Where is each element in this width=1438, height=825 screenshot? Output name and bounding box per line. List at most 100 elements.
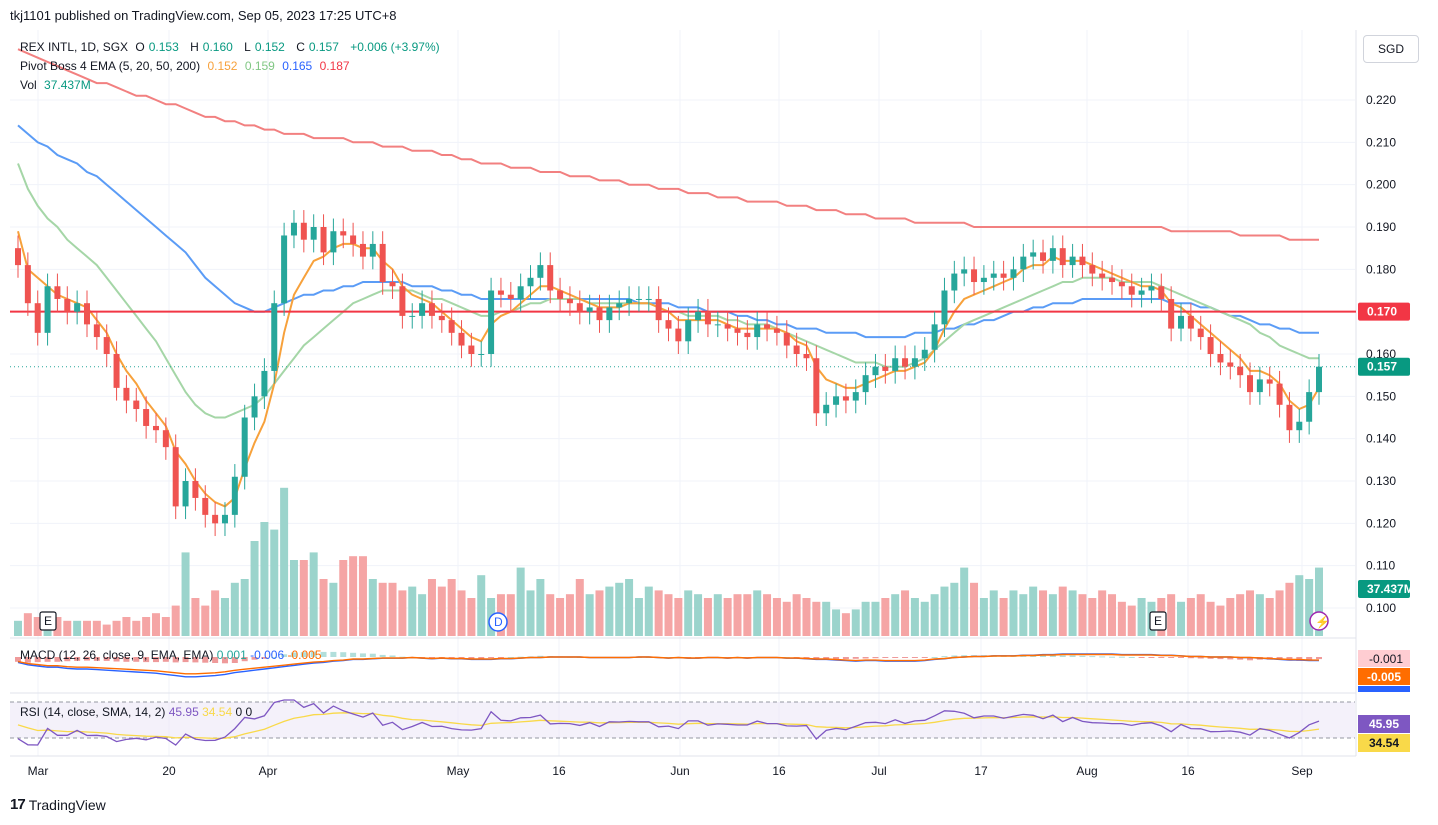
volume-bar: [526, 590, 535, 636]
volume-bar: [181, 552, 190, 636]
candle-body: [1079, 256, 1086, 266]
macd-histogram-bar: [468, 657, 475, 659]
volume-bar: [979, 598, 988, 636]
volume-bar: [1039, 590, 1048, 636]
volume-bar: [289, 560, 298, 636]
candle-body: [1040, 252, 1047, 261]
candle-body: [182, 481, 189, 507]
rsi-title[interactable]: RSI (14, close, SMA, 14, 2): [20, 705, 166, 719]
volume-bar: [901, 590, 910, 636]
volume-bar: [1315, 567, 1323, 636]
volume-bar: [368, 579, 377, 636]
time-axis-label: Jul: [871, 764, 886, 778]
macd-histogram-bar: [537, 655, 544, 657]
volume-bar: [14, 620, 22, 636]
price-tick-label: 0.140: [1366, 432, 1396, 446]
volume-bar: [1226, 598, 1235, 636]
candle-body: [379, 243, 386, 283]
last-price-tag-bg: [1358, 357, 1410, 376]
volume-bar: [861, 601, 870, 636]
volume-bar: [851, 609, 860, 636]
price-tick-label: 0.100: [1366, 601, 1396, 615]
volume-bar: [211, 590, 220, 636]
price-tick-label: 0.180: [1366, 262, 1396, 276]
candle-body: [1138, 290, 1145, 295]
volume-bar: [427, 579, 436, 636]
candle-body: [310, 227, 317, 240]
candle-body: [44, 286, 51, 333]
volume-bar: [378, 582, 387, 636]
candle-body: [852, 392, 859, 401]
volume-bar: [112, 620, 121, 636]
volume-bar: [694, 594, 703, 636]
volume-bar: [1305, 579, 1314, 636]
volume-bar: [999, 598, 1008, 636]
candle-body: [842, 396, 849, 401]
candle-body: [399, 286, 406, 316]
event-marker-label: E: [1154, 614, 1162, 628]
volume-bar: [171, 605, 180, 636]
rsi-sma-line: [17, 712, 1320, 740]
volume-bar: [891, 594, 900, 636]
candle-body: [1207, 337, 1214, 354]
macd-histogram-bar: [379, 654, 386, 657]
candle-body: [744, 332, 751, 338]
macd-histogram-bar: [872, 657, 879, 659]
volume-bar: [82, 620, 91, 636]
macd-histogram-bar: [911, 657, 918, 658]
candle-body: [971, 269, 978, 283]
symbol-legend: REX INTL, 1D, SGX O 0.153 H 0.160 L 0.152 C…: [20, 40, 444, 54]
macd-histogram-bar: [74, 657, 81, 661]
ema20-line: [17, 163, 1319, 419]
macd-histogram-bar: [507, 657, 514, 658]
time-axis-label: 20: [162, 764, 176, 778]
candle-body: [1099, 273, 1106, 278]
ema-title[interactable]: Pivot Boss 4 EMA (5, 20, 50, 200): [20, 59, 201, 73]
candle-body: [172, 447, 179, 507]
macd-histogram-bar: [64, 657, 71, 662]
candle-body: [557, 290, 564, 299]
volume-bar: [358, 556, 367, 636]
candle-body: [626, 298, 633, 304]
volume-bar: [309, 552, 318, 636]
macd-histogram-bar: [281, 654, 288, 657]
macd-signal-line: [17, 653, 1319, 675]
candle-body: [862, 375, 869, 393]
candle-body: [773, 328, 780, 333]
candle-body: [1316, 366, 1322, 393]
dividend-marker: [488, 612, 508, 632]
macd-histogram-bar: [902, 657, 909, 658]
candle-body: [527, 277, 534, 287]
candle-body: [389, 282, 396, 287]
candle-body: [1030, 252, 1037, 257]
footer-brand[interactable]: 17 TradingView: [10, 796, 106, 813]
macd-legend: MACD (12, 26, close, 9, EMA, EMA) 0.001 …: [20, 648, 322, 662]
candle-body: [695, 311, 702, 321]
event-marker-label: E: [44, 614, 52, 628]
volume-bar: [280, 487, 289, 636]
macd-histogram-bar: [350, 652, 357, 657]
time-axis-label: May: [447, 764, 470, 778]
volume-bar: [1285, 582, 1294, 636]
macd-histogram-bar: [162, 657, 169, 662]
volume-bar: [644, 586, 653, 636]
candle-body: [340, 231, 347, 236]
macd-histogram-bar: [488, 657, 495, 658]
symbol-name[interactable]: REX INTL, 1D, SGX: [20, 40, 129, 54]
macd-title[interactable]: MACD (12, 26, close, 9, EMA, EMA): [20, 648, 214, 662]
macd-histogram-bar: [241, 657, 248, 662]
currency-button[interactable]: SGD: [1363, 35, 1419, 63]
candle-body: [1256, 379, 1263, 393]
macd-histogram-bar: [823, 657, 830, 660]
time-axis-label: 17: [974, 764, 988, 778]
macd-histogram-bar: [143, 657, 150, 663]
volume-bar: [772, 598, 781, 636]
earnings-marker: [39, 611, 57, 631]
volume-bar: [841, 613, 850, 636]
vol-title[interactable]: Vol: [20, 78, 37, 92]
macd-histogram-bar: [34, 657, 41, 663]
macd-histogram-bar: [428, 657, 435, 658]
volume-bar: [1206, 601, 1215, 636]
macd-histogram-bar: [103, 657, 110, 661]
